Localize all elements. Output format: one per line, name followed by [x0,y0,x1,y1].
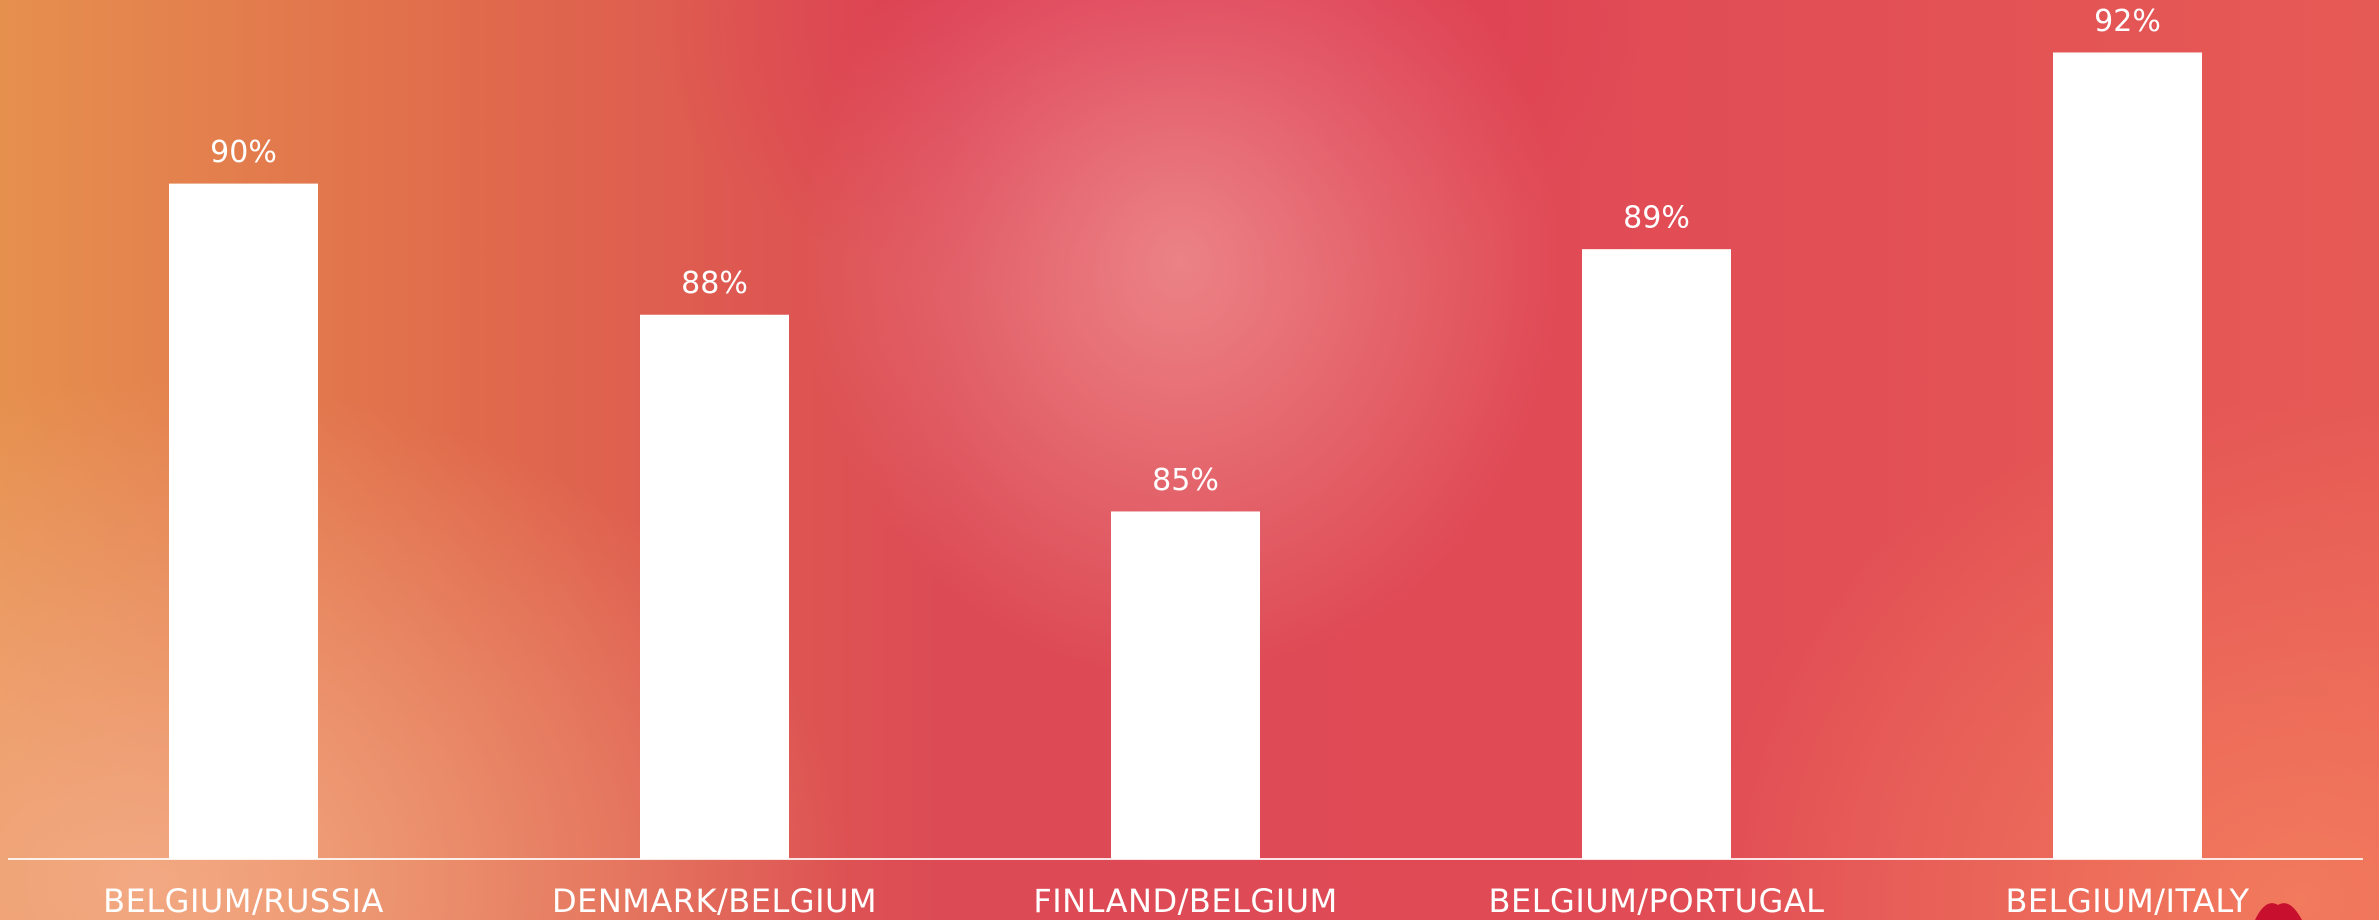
bar [169,183,318,860]
bar [1111,511,1260,859]
x-tick-label: BELGIUM/PORTUGAL [1489,882,1825,920]
value-label: 90% [210,135,277,170]
value-label: 89% [1623,201,1690,236]
value-label: 92% [2094,4,2161,39]
x-tick-label: DENMARK/BELGIUM [552,882,877,920]
x-tick-label: BELGIUM/RUSSIA [103,882,384,920]
x-tick-label: BELGIUM/ITALY [2005,882,2249,920]
logo [2255,903,2302,920]
x-tick-label: FINLAND/BELGIUM [1033,882,1337,920]
value-label: 85% [1152,463,1219,498]
bar [2053,52,2202,860]
bar [1582,249,1731,860]
value-label: 88% [681,266,748,301]
bar [640,314,789,860]
